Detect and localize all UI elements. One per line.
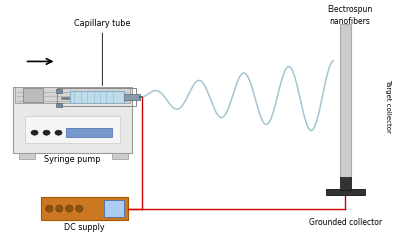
Bar [13, 87, 132, 153]
Bar [56, 103, 62, 107]
Text: Capillary tube: Capillary tube [74, 19, 130, 86]
Text: Grounded collector: Grounded collector [309, 218, 382, 227]
Ellipse shape [46, 205, 53, 212]
Bar [104, 200, 124, 217]
Text: Syringe pump: Syringe pump [44, 155, 101, 164]
Bar [326, 189, 366, 195]
Bar [23, 88, 42, 102]
Bar [340, 177, 351, 190]
Ellipse shape [31, 130, 38, 135]
Text: DC supply: DC supply [64, 223, 105, 232]
Bar [40, 197, 128, 220]
Bar [19, 153, 34, 159]
Bar [340, 24, 351, 180]
Bar [70, 91, 124, 103]
Bar [15, 87, 130, 103]
Bar [25, 116, 120, 143]
Bar [56, 89, 62, 94]
Bar [66, 128, 112, 137]
Ellipse shape [43, 130, 50, 135]
Ellipse shape [76, 205, 83, 212]
Bar [56, 88, 136, 106]
Bar [112, 153, 128, 159]
Ellipse shape [56, 205, 63, 212]
Ellipse shape [55, 130, 62, 135]
Text: Target collector: Target collector [385, 79, 391, 133]
Text: Electrospun
nanofibers: Electrospun nanofibers [327, 5, 372, 26]
Ellipse shape [66, 205, 73, 212]
Bar [124, 94, 140, 100]
